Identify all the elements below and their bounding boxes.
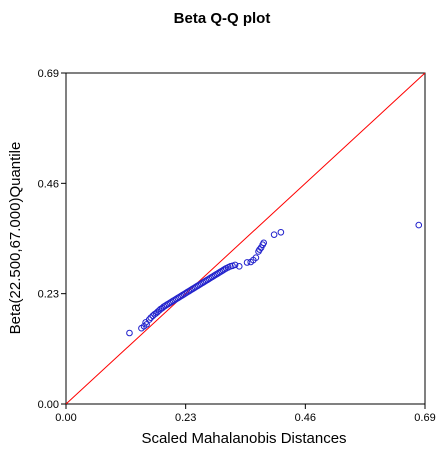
data-point [260, 239, 268, 247]
reference-line [65, 72, 426, 405]
data-point [147, 314, 155, 321]
plot-area [65, 72, 426, 405]
y-tick-label: 0.46 [38, 178, 59, 190]
y-axis-label: Beta(22.500,67.000)Quantile [7, 142, 24, 335]
y-tick-label: 0.00 [38, 399, 59, 411]
data-point [221, 265, 228, 273]
data-point [252, 254, 260, 261]
x-tick-label: 0.69 [414, 412, 435, 424]
data-point [231, 261, 239, 269]
data-point [126, 329, 133, 337]
chart-title: Beta Q-Q plot [174, 10, 271, 27]
data-point [145, 316, 153, 323]
data-point [270, 231, 278, 238]
data-point [415, 221, 423, 229]
data-point [235, 263, 243, 270]
x-tick-label: 0.00 [55, 412, 76, 424]
y-axis-ticks: 0.00 0.23 0.46 0.69 [38, 68, 66, 411]
y-tick-label: 0.69 [38, 68, 59, 80]
data-point [277, 228, 285, 236]
x-tick-label: 0.46 [295, 412, 316, 424]
data-point [256, 246, 263, 253]
x-axis-label: Scaled Mahalanobis Distances [141, 430, 346, 447]
y-tick-label: 0.23 [38, 289, 59, 301]
data-points [126, 221, 423, 337]
x-tick-label: 0.23 [175, 412, 196, 424]
data-point [243, 259, 251, 266]
x-axis-ticks: 0.00 0.23 0.46 0.69 [55, 404, 436, 424]
